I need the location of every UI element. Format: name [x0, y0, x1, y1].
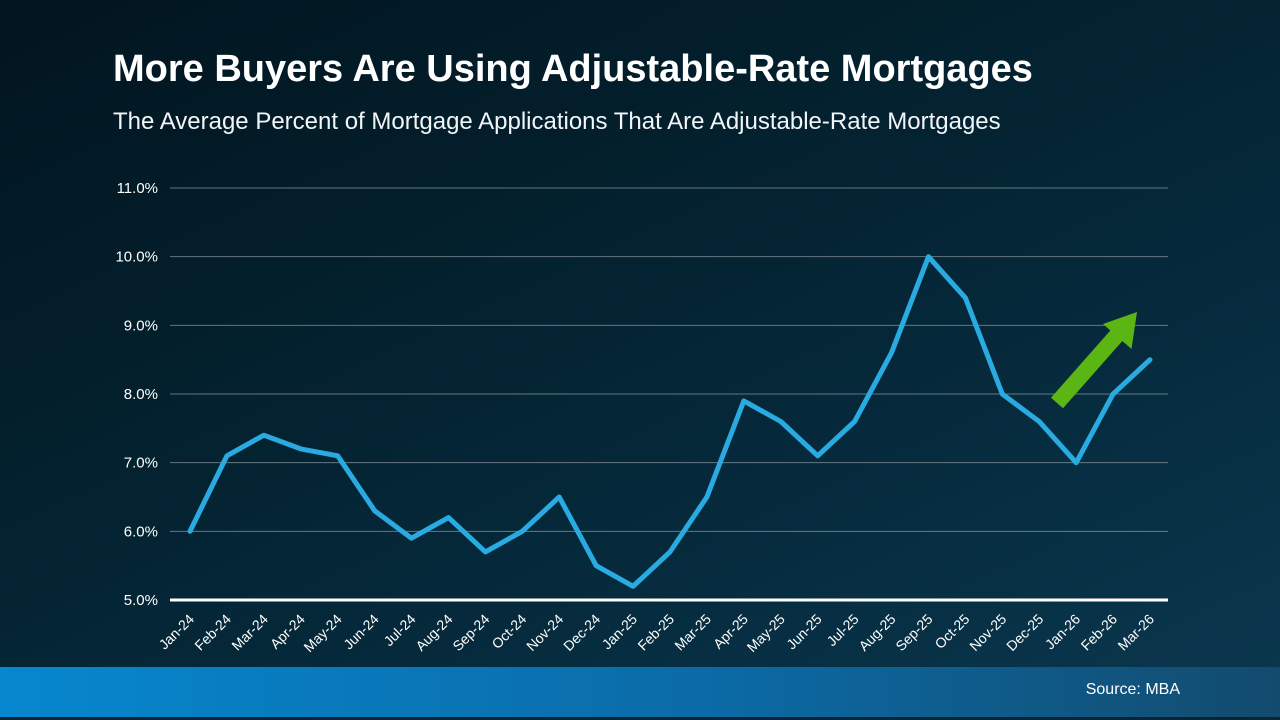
x-axis-label: Sep-24 — [449, 611, 492, 654]
x-axis-label: Dec-24 — [560, 611, 603, 654]
source-label: Source: MBA — [1085, 681, 1180, 698]
line-chart: 5.0%6.0%7.0%8.0%9.0%10.0%11.0%Jan-24Feb-… — [115, 180, 1168, 655]
x-axis-label: Nov-25 — [966, 611, 1009, 654]
x-axis-label: Aug-24 — [412, 611, 455, 654]
x-axis-label: Oct-24 — [488, 611, 529, 652]
x-axis-label: Feb-25 — [634, 611, 677, 654]
x-axis-label: Jan-24 — [156, 611, 198, 653]
y-axis-label: 10.0% — [115, 249, 158, 266]
x-axis-label: Aug-25 — [855, 611, 898, 654]
chart-title: More Buyers Are Using Adjustable-Rate Mo… — [113, 48, 1033, 90]
footer-edge-strip — [0, 717, 1280, 720]
x-axis-label: Mar-26 — [1114, 611, 1157, 654]
chart-subtitle: The Average Percent of Mortgage Applicat… — [113, 108, 1001, 135]
x-axis-label: Feb-26 — [1078, 611, 1121, 654]
x-axis-label: May-25 — [744, 611, 788, 655]
y-axis-label: 9.0% — [124, 317, 158, 334]
data-series-line — [187, 254, 1153, 589]
x-axis-label: Jun-24 — [340, 611, 382, 653]
x-axis-label: Mar-25 — [671, 611, 714, 654]
x-axis-label: Jan-26 — [1042, 611, 1084, 653]
x-axis-label: Jun-25 — [783, 611, 825, 653]
trend-arrow-head — [1103, 312, 1137, 349]
x-axis-label: Oct-25 — [931, 611, 972, 652]
y-axis-label: 5.0% — [124, 592, 158, 609]
x-axis-label: Mar-24 — [228, 611, 271, 654]
x-axis-label: Dec-25 — [1003, 611, 1046, 654]
x-axis-label: May-24 — [300, 611, 344, 655]
y-axis-label: 6.0% — [124, 523, 158, 540]
footer-bar: Source: MBA — [0, 667, 1280, 717]
trend-arrow-shaft — [1051, 329, 1123, 409]
x-axis-label: Feb-24 — [191, 611, 234, 654]
y-axis-label: 8.0% — [124, 386, 158, 403]
x-axis-label: Nov-24 — [523, 611, 566, 654]
x-axis-label: Sep-25 — [892, 611, 935, 654]
x-axis-label: Jan-25 — [599, 611, 641, 653]
y-axis-label: 11.0% — [117, 180, 158, 197]
y-axis-label: 7.0% — [124, 455, 158, 472]
